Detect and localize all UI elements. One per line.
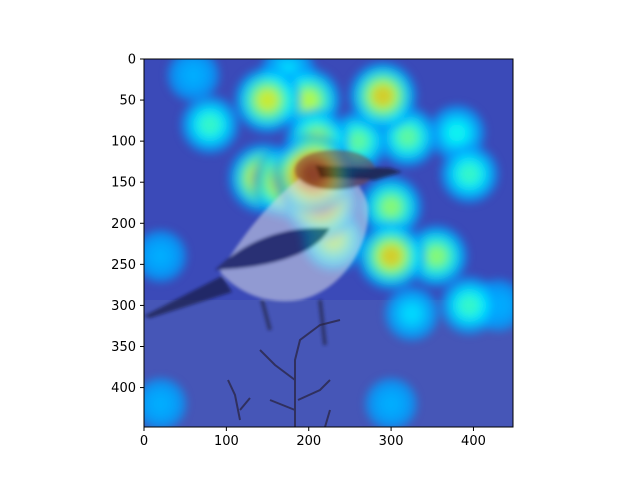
heatmap-image (144, 59, 513, 427)
heat-blob (381, 197, 401, 217)
x-tick-label: 300 (379, 434, 404, 449)
heat-blob (460, 165, 479, 183)
x-tick-label: 400 (461, 434, 486, 449)
y-tick-label: 400 (111, 381, 136, 396)
y-tick-label: 350 (111, 340, 136, 355)
heat-blob (152, 396, 169, 412)
heat-blob (403, 305, 420, 322)
y-tick-label: 200 (111, 217, 136, 232)
bird-tail (144, 276, 232, 318)
heat-blob (398, 128, 417, 147)
bird-wing (215, 227, 330, 270)
y-tick-label: 100 (111, 135, 136, 150)
heat-blob (349, 132, 368, 151)
heat-blob (201, 116, 219, 134)
y-tick-label: 50 (119, 94, 136, 109)
x-tick-label: 100 (214, 434, 239, 449)
heat-blob (257, 90, 278, 110)
heat-blob (185, 67, 202, 84)
bird-legs (260, 299, 327, 346)
heat-blob (383, 396, 399, 412)
bird-photo-overlay (144, 150, 402, 346)
heat-blob (372, 85, 394, 107)
x-tick-label: 0 (140, 434, 148, 449)
y-tick-label: 150 (111, 176, 136, 191)
branch-overlay (227, 319, 341, 427)
heat-blob (299, 90, 319, 110)
y-tick-label: 0 (128, 53, 136, 68)
heat-blob (152, 248, 169, 264)
y-tick-label: 250 (111, 258, 136, 273)
x-tick-label: 200 (296, 434, 321, 449)
y-tick-label: 300 (111, 299, 136, 314)
heat-blob (427, 246, 446, 266)
heat-blob (460, 296, 479, 315)
x-axis: 0 100 200 300 400 (140, 427, 486, 449)
axes-frame (143, 58, 514, 428)
y-axis: 0 50 100 150 200 250 300 350 400 (111, 53, 144, 396)
bird-mask (315, 165, 402, 180)
heat-blob (380, 245, 402, 267)
heat-blob (448, 124, 466, 142)
